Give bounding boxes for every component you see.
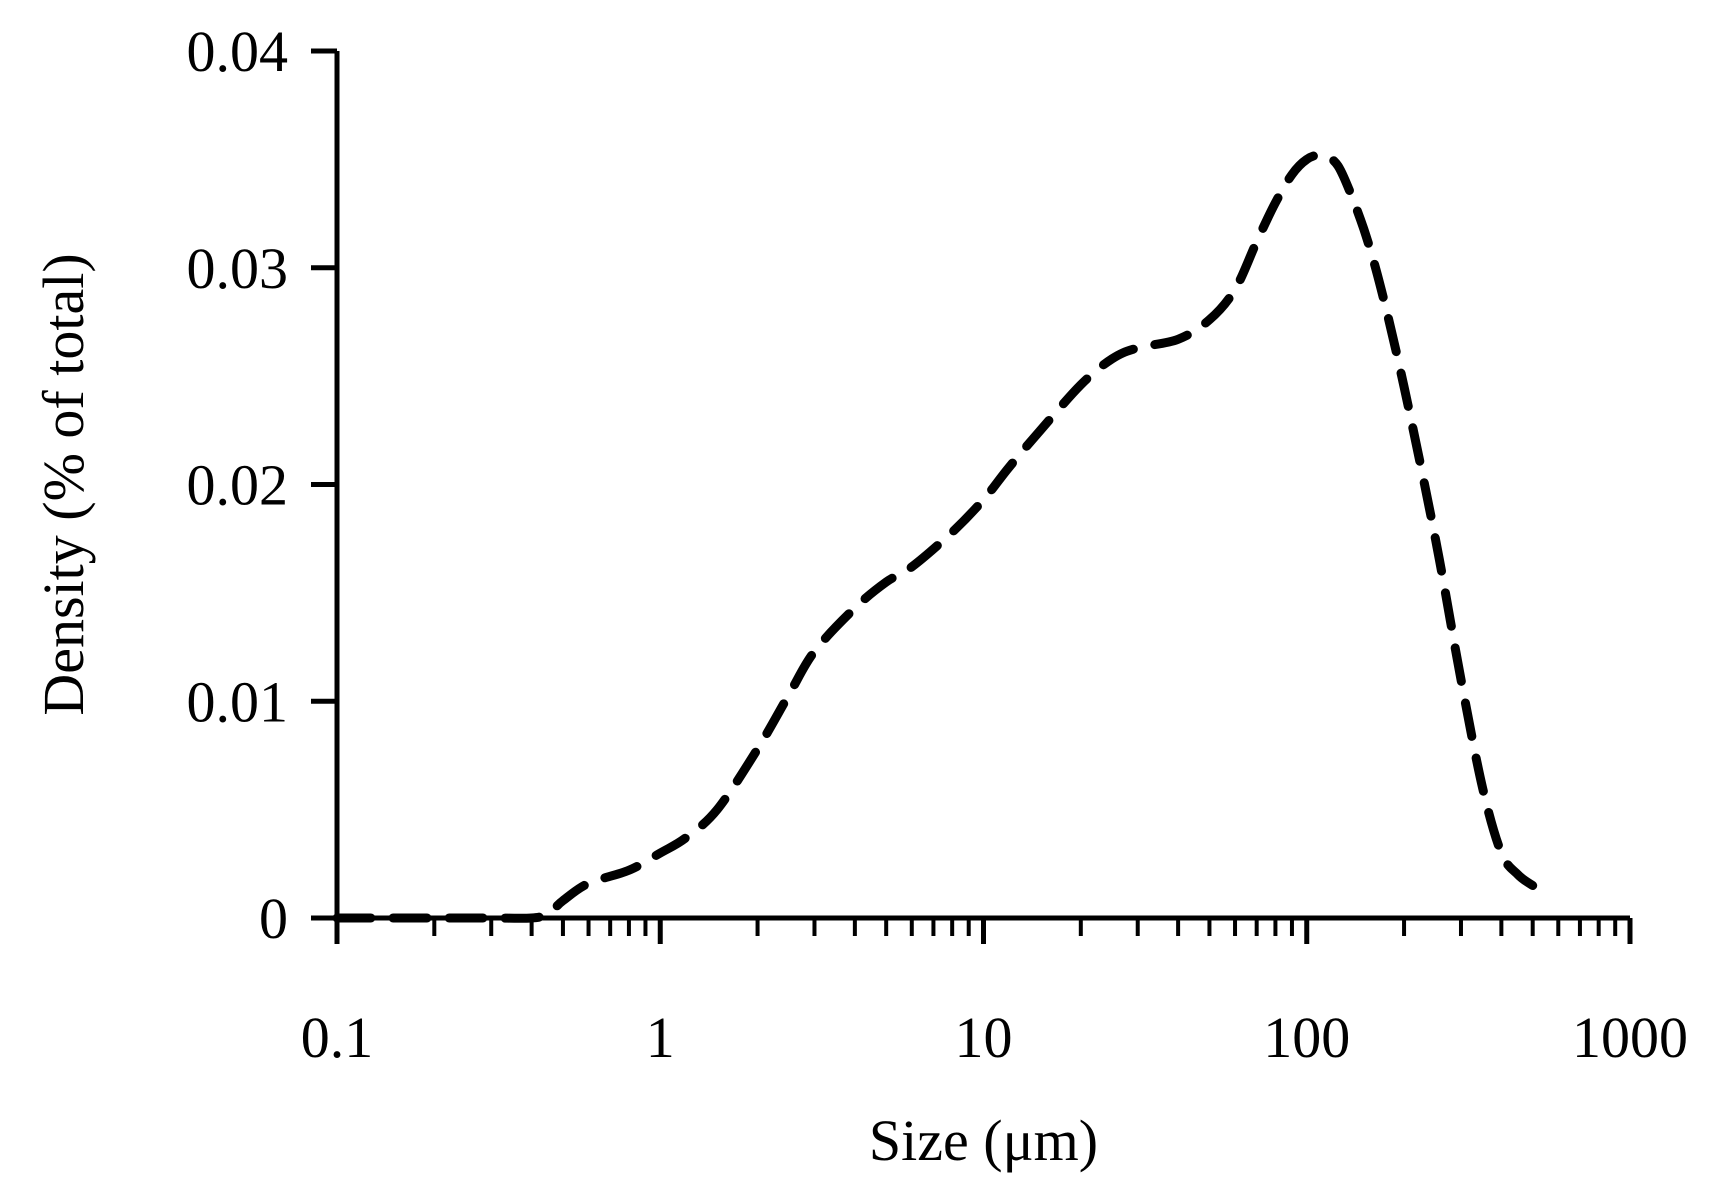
x-tick-label: 0.1 bbox=[301, 1005, 374, 1070]
y-tick-label: 0.03 bbox=[187, 236, 289, 301]
y-tick-label: 0.01 bbox=[187, 669, 289, 734]
y-tick-label: 0.02 bbox=[187, 453, 289, 518]
x-axis-minor-ticks bbox=[432, 918, 1618, 936]
x-tick-label: 1 bbox=[646, 1005, 675, 1070]
y-tick-label: 0 bbox=[259, 886, 288, 951]
x-tick-label: 10 bbox=[955, 1005, 1013, 1070]
density-line bbox=[332, 150, 1538, 923]
x-axis-ticks: 0.1 1 10 100 1000 bbox=[301, 918, 1688, 1070]
x-tick-label: 100 bbox=[1263, 1005, 1350, 1070]
y-tick-label: 0.04 bbox=[187, 19, 289, 84]
x-tick-label: 1000 bbox=[1572, 1005, 1688, 1070]
y-axis-title: Density (% of total) bbox=[31, 253, 96, 715]
x-axis-title: Size (μm) bbox=[869, 1108, 1098, 1173]
series-layer bbox=[332, 150, 1538, 923]
axes bbox=[311, 51, 1630, 944]
y-axis-ticks: 0 0.01 0.02 0.03 0.04 bbox=[187, 19, 337, 951]
